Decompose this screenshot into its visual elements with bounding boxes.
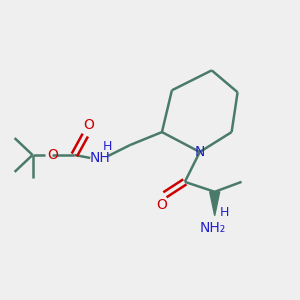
Text: H: H (103, 140, 112, 152)
Text: O: O (47, 148, 58, 162)
Polygon shape (210, 192, 220, 216)
Text: NH: NH (90, 151, 111, 165)
Text: N: N (195, 145, 205, 159)
Text: H: H (220, 206, 229, 219)
Text: O: O (157, 198, 167, 212)
Text: NH₂: NH₂ (200, 220, 226, 235)
Text: O: O (83, 118, 94, 132)
